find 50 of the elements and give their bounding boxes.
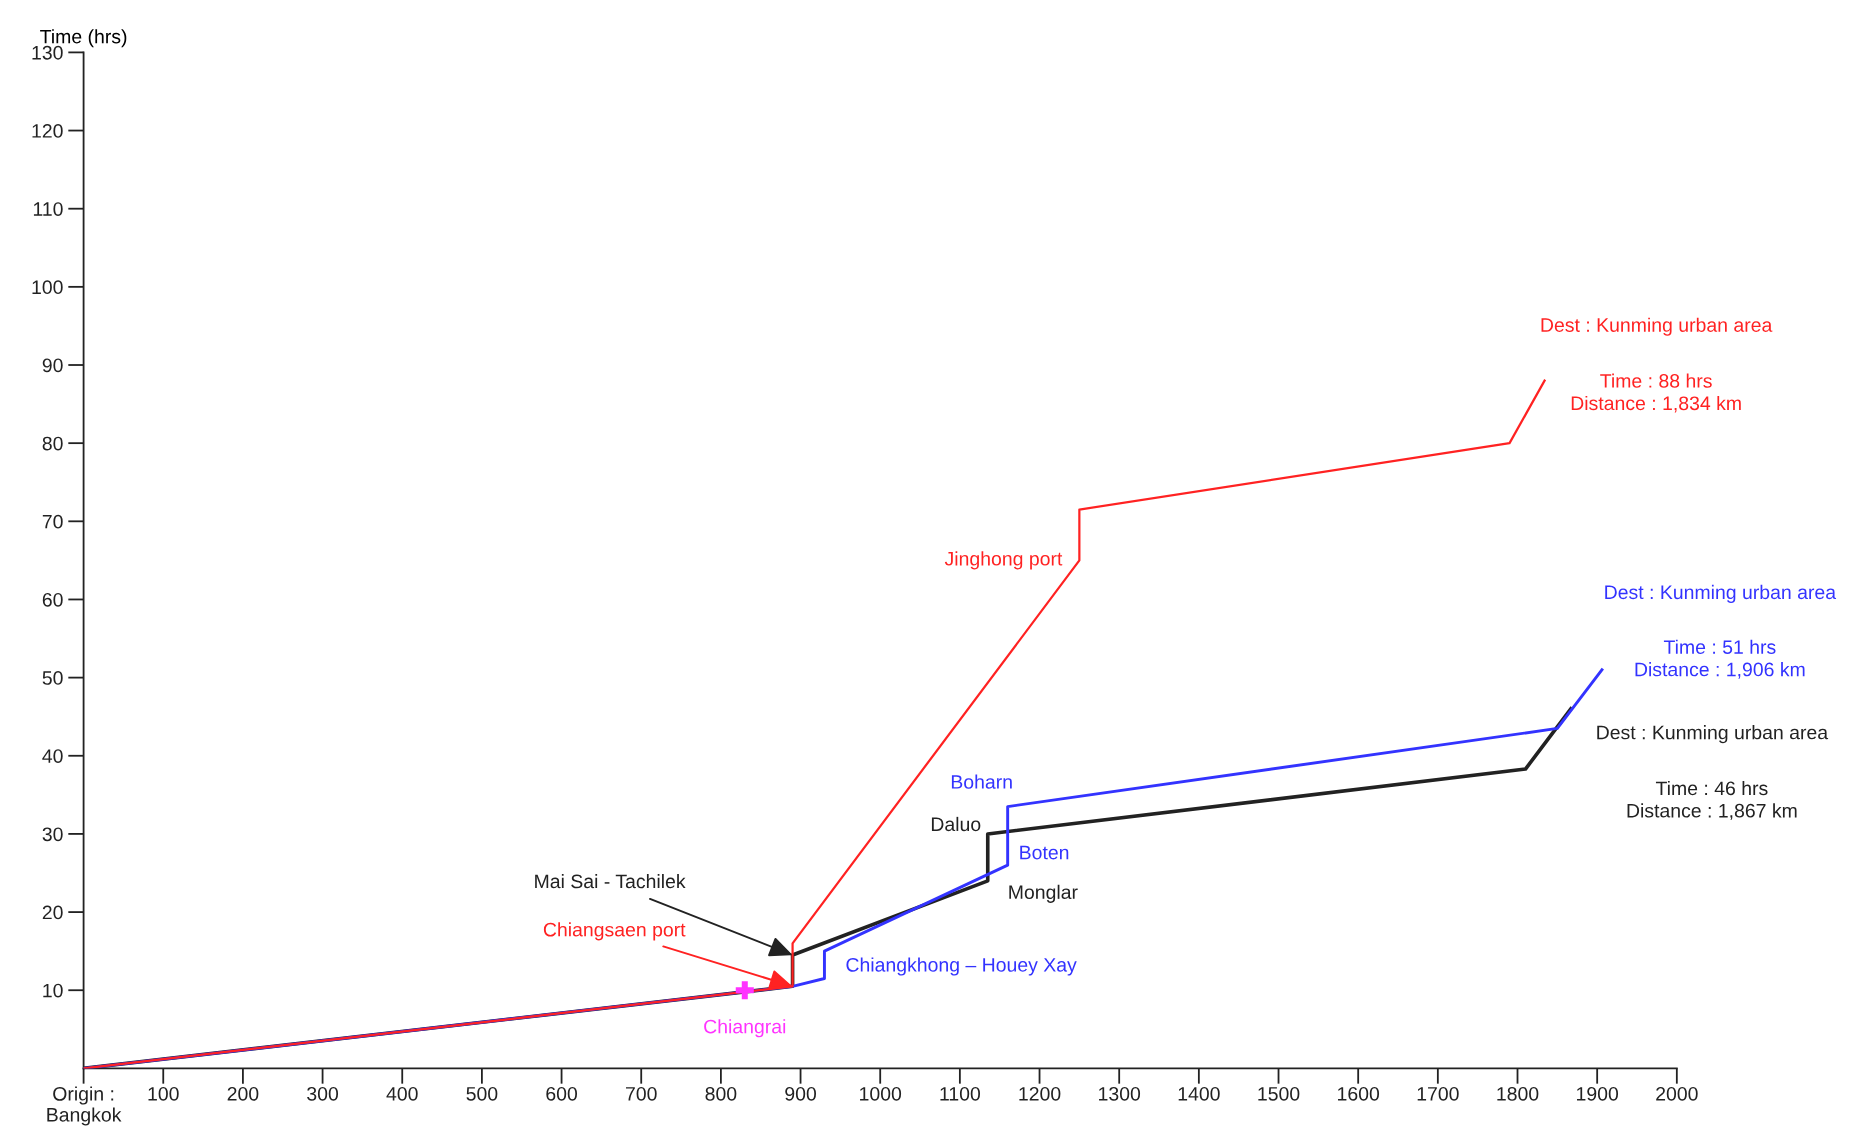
y-tick-label: 10 [43,983,63,998]
annotation: Boharn [951,774,1012,789]
y-tick-label: 60 [42,592,63,607]
x-tick-label: 1400 [1178,1086,1220,1101]
y-tick-label: 20 [42,905,63,920]
y-tick-label: 110 [33,202,63,216]
annotation: Mai Sai - Tachilek [535,874,686,889]
x-tick-label: 100 [148,1086,179,1101]
annotation: Time : 51 hrs Distance : 1,906 km [1635,639,1805,679]
x-tick-label: 1600 [1338,1086,1380,1101]
x-tick-label: Origin : Bangkok [47,1086,122,1126]
x-tick-label: 700 [626,1086,657,1101]
y-tick-label: 50 [42,671,63,685]
annotation: Chiangsaen port [543,922,686,941]
annotation: Chiangkhong – Houey Xay [846,957,1077,976]
y-tick-label: 120 [32,124,63,138]
annotation: Time : 88 hrs Distance : 1,834 km [1571,373,1741,413]
y-tick-label: 30 [42,827,63,842]
annotation: Dest : Kunming urban area [1541,317,1773,336]
y-tick-label: 100 [32,280,63,295]
annotation: Boten [1020,845,1069,860]
x-tick-label: 1800 [1497,1086,1539,1101]
annotation: Jinghong port [944,551,1063,570]
x-tick-label: 1000 [860,1086,902,1101]
annotation: Chiangrai [704,1019,786,1038]
y-tick-label: 70 [42,514,63,529]
x-tick-label: 800 [705,1086,737,1101]
x-tick-label: 200 [227,1086,259,1101]
annotation: Daluo [931,816,981,832]
x-tick-label: 500 [466,1086,498,1101]
annotation: Time : 46 hrs Distance : 1,867 km [1627,780,1797,820]
x-tick-label: 400 [386,1086,418,1101]
x-tick-label: 1500 [1258,1086,1300,1101]
annotation: Monglar [1009,884,1078,903]
x-tick-label: 1100 [940,1086,981,1101]
annotation: Dest : Kunming urban area [1597,725,1829,744]
y-tick-label: 80 [42,436,63,451]
x-tick-label: 600 [546,1086,578,1101]
x-tick-label: 900 [785,1086,817,1101]
x-tick-label: 1700 [1417,1086,1459,1101]
x-tick-label: 1300 [1099,1086,1141,1101]
y-tick-label: 130 [32,45,63,60]
x-tick-label: 300 [307,1086,339,1101]
x-tick-label: 2000 [1656,1086,1698,1101]
y-tick-label: 40 [42,749,63,764]
x-tick-label: 1900 [1577,1086,1619,1101]
annotation: Dest : Kunming urban area [1605,584,1837,603]
y-tick-label: 90 [42,358,63,373]
x-tick-label: 1200 [1019,1086,1061,1101]
line-series [83,379,1546,1069]
